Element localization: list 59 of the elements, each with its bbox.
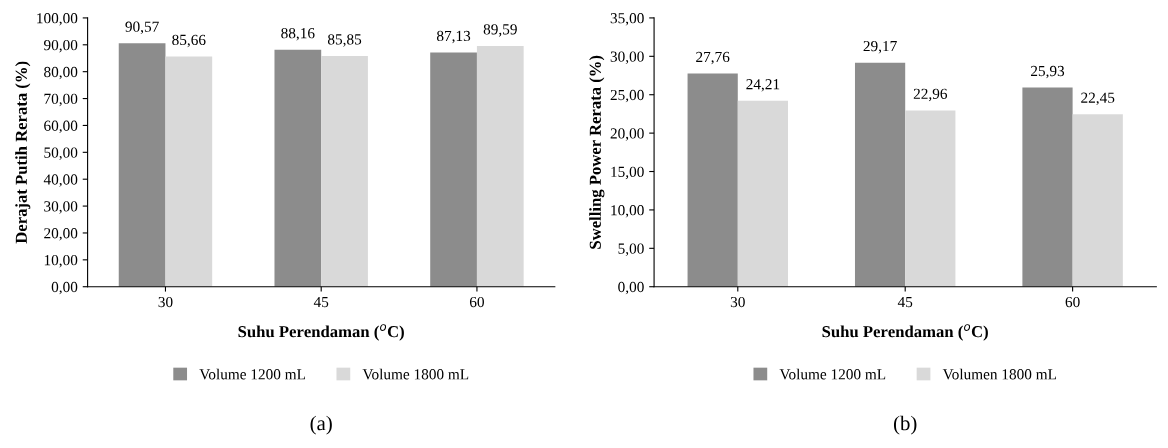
y-tick-label: 20,00	[610, 128, 644, 141]
legend-label: Volume 1200 mL	[199, 368, 306, 380]
y-tick-label: 40,00	[43, 174, 78, 187]
data-label: 85,66	[172, 34, 206, 48]
y-tick-label: 10,00	[611, 205, 644, 218]
x-axis-title: Suhu Perendaman ($^{o}$C)	[238, 324, 404, 341]
bar	[854, 62, 906, 287]
data-label: 89,59	[483, 24, 517, 37]
data-label: 22,96	[913, 88, 948, 102]
bar	[321, 55, 368, 287]
data-label: 27,76	[696, 51, 730, 65]
y-tick-label: 10,00	[44, 254, 78, 268]
y-axis-title: Derajat Putih Rerata (%)	[15, 61, 31, 244]
x-tick-label: 60	[469, 296, 484, 308]
y-tick-label: 80,00	[44, 66, 78, 80]
x-axis-title: Suhu Perendaman ($^{o}$C)	[822, 324, 988, 341]
text: (b)	[893, 415, 917, 435]
bar	[687, 73, 738, 287]
bar	[1072, 114, 1123, 287]
y-tick-label: 100,00	[37, 13, 78, 26]
data-label: 87,13	[436, 30, 471, 44]
y-tick-label: 30,00	[610, 51, 644, 64]
bar	[1022, 87, 1073, 287]
y-tick-label: 5,00	[618, 243, 644, 256]
data-label: 85,85	[327, 34, 362, 47]
y-axis-title: Swelling Power Rerata (%)	[589, 55, 605, 249]
y-tick-label: 20,00	[44, 228, 78, 241]
legend-label: Volume 1200 mL	[779, 368, 886, 380]
x-tick-label: 30	[158, 296, 173, 308]
data-label: 22,45	[1081, 92, 1115, 106]
y-tick-label: 90,00	[43, 39, 78, 53]
bar	[165, 56, 213, 287]
y-tick-label: 0,00	[618, 281, 644, 295]
y-tick-label: 60,00	[44, 120, 78, 134]
data-label: 88,16	[281, 28, 315, 41]
bar	[905, 110, 956, 287]
x-tick-label: 60	[1065, 296, 1080, 308]
y-tick-label: 50,00	[44, 147, 78, 160]
data-label: 90,57	[125, 21, 159, 35]
bar	[476, 45, 524, 287]
x-tick-label: 45	[313, 296, 329, 308]
data-label: 25,93	[1030, 65, 1065, 79]
bar	[430, 52, 477, 287]
x-tick-label: 30	[730, 296, 745, 308]
x-tick-label: 45	[897, 296, 913, 308]
legend-label: Volume 1800 mL	[362, 368, 469, 380]
bar	[118, 43, 166, 287]
legend-label: Volumen 1800 mL	[942, 368, 1057, 380]
y-tick-label: 30,00	[44, 201, 78, 214]
bar	[274, 49, 322, 287]
data-label: 24,21	[746, 79, 780, 92]
y-tick-label: 0,00	[51, 281, 78, 295]
y-tick-label: 25,00	[610, 89, 644, 103]
bar	[737, 100, 789, 287]
y-tick-label: 15,00	[611, 166, 644, 180]
data-label: 29,17	[863, 40, 897, 54]
y-tick-label: 35,00	[610, 13, 644, 26]
y-tick-label: 70,00	[44, 93, 78, 107]
text: (a)	[310, 415, 332, 435]
